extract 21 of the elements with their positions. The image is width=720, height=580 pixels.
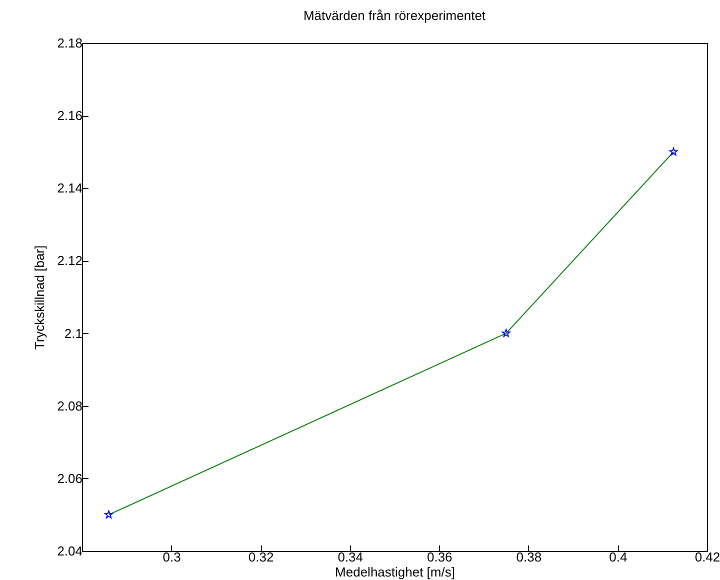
point — [502, 328, 510, 337]
x-tick-label: 0.3 — [162, 550, 181, 564]
y-tick-label: 2.04 — [57, 544, 82, 558]
y-tick-label: 2.12 — [57, 253, 82, 268]
x-tick-label: 0.38 — [516, 550, 542, 564]
y-tick-label: 2.14 — [57, 180, 82, 196]
x-tick-label: 0.36 — [426, 550, 452, 564]
y-tick-label: 2.06 — [57, 470, 82, 486]
y-tick-label: 2.08 — [57, 398, 82, 414]
chart-title: Mätvärden från rörexperimentet — [303, 8, 486, 23]
point — [104, 510, 113, 518]
x-tick-label: 0.32 — [248, 550, 274, 564]
point — [669, 147, 678, 156]
x-tick-label: 0.42 — [694, 550, 720, 564]
x-axis-title: Medelhastighet [m/s] — [335, 564, 455, 580]
y-tick-label: 2.18 — [57, 36, 82, 50]
y-axis-title: Tryckskillnad [bar] — [32, 245, 48, 350]
y-tick-label: 2.16 — [57, 108, 82, 124]
x-tick-label: 0.34 — [338, 550, 364, 564]
x-tick-label: 0.4 — [609, 550, 628, 564]
y-tick-label: 2.1 — [64, 326, 82, 341]
